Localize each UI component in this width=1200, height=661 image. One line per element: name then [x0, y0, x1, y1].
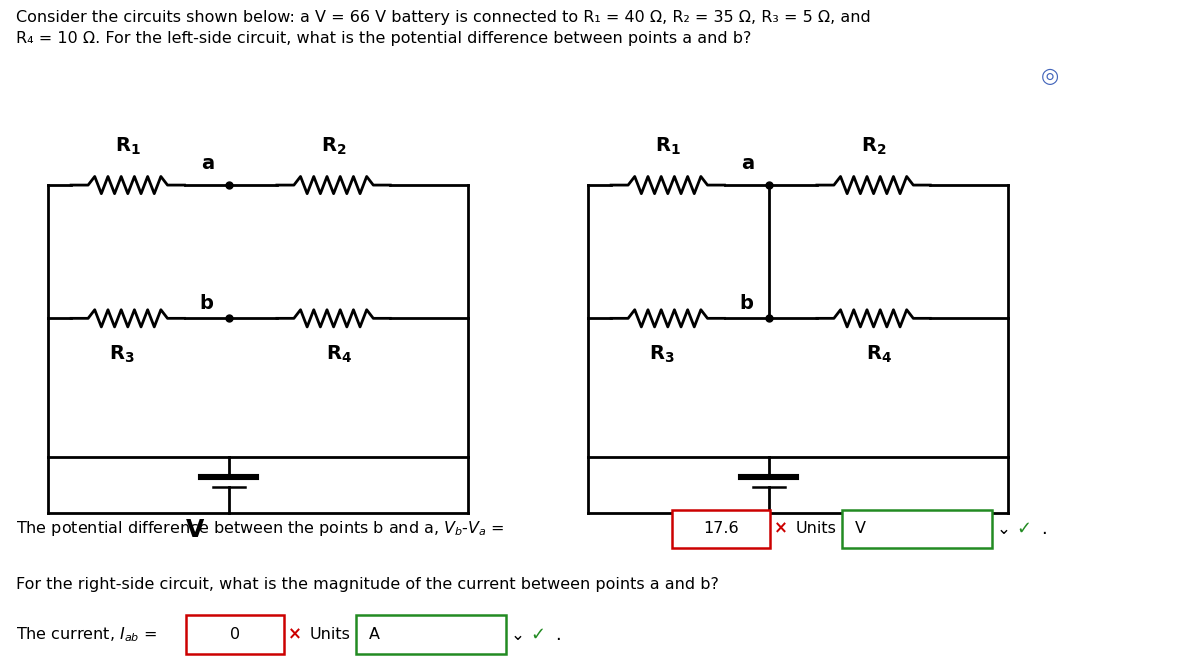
Text: $\mathbf{R_3}$: $\mathbf{R_3}$	[109, 344, 134, 365]
Text: $\mathbf{V}$: $\mathbf{V}$	[725, 518, 745, 542]
Text: $\mathbf{R_1}$: $\mathbf{R_1}$	[655, 136, 680, 157]
FancyBboxPatch shape	[842, 510, 992, 548]
Text: A: A	[368, 627, 379, 642]
Text: $\mathbf{R_4}$: $\mathbf{R_4}$	[326, 344, 353, 365]
Text: $\mathbf{b}$: $\mathbf{b}$	[199, 294, 214, 313]
Text: The current, $I_{ab}$ =: The current, $I_{ab}$ =	[16, 625, 158, 644]
Text: .: .	[1042, 520, 1048, 538]
Text: ⌄: ⌄	[996, 520, 1010, 538]
Text: $\mathbf{R_4}$: $\mathbf{R_4}$	[866, 344, 893, 365]
Text: ×: ×	[288, 625, 302, 644]
Text: 0: 0	[230, 627, 240, 642]
Text: ×: ×	[774, 520, 788, 538]
FancyBboxPatch shape	[672, 510, 770, 548]
Text: ◎: ◎	[1040, 66, 1060, 86]
Text: $\mathbf{R_2}$: $\mathbf{R_2}$	[320, 136, 347, 157]
Text: ✓: ✓	[530, 625, 545, 644]
Text: $\mathbf{R_1}$: $\mathbf{R_1}$	[115, 136, 140, 157]
Text: $\mathbf{b}$: $\mathbf{b}$	[739, 294, 754, 313]
Text: ✓: ✓	[1016, 520, 1031, 538]
Text: V: V	[854, 522, 865, 536]
Text: Consider the circuits shown below: a V = 66 V battery is connected to R₁ = 40 Ω,: Consider the circuits shown below: a V =…	[16, 10, 870, 25]
FancyBboxPatch shape	[356, 615, 506, 654]
Text: $\mathbf{R_2}$: $\mathbf{R_2}$	[860, 136, 887, 157]
Text: $\mathbf{V}$: $\mathbf{V}$	[185, 518, 205, 542]
Text: 17.6: 17.6	[703, 522, 739, 536]
Text: For the right-side circuit, what is the magnitude of the current between points : For the right-side circuit, what is the …	[16, 578, 719, 592]
Text: ⌄: ⌄	[510, 625, 524, 644]
Text: R₄ = 10 Ω. For the left-side circuit, what is the potential difference between p: R₄ = 10 Ω. For the left-side circuit, wh…	[16, 31, 751, 46]
Text: .: .	[556, 625, 562, 644]
Text: The potential difference between the points b and a, $V_b$-$V_a$ =: The potential difference between the poi…	[16, 520, 506, 538]
Text: $\mathbf{R_3}$: $\mathbf{R_3}$	[649, 344, 674, 365]
Text: Units: Units	[796, 522, 836, 536]
Text: Units: Units	[310, 627, 350, 642]
Text: $\mathbf{a}$: $\mathbf{a}$	[200, 154, 214, 173]
Text: $\mathbf{a}$: $\mathbf{a}$	[740, 154, 754, 173]
FancyBboxPatch shape	[186, 615, 284, 654]
